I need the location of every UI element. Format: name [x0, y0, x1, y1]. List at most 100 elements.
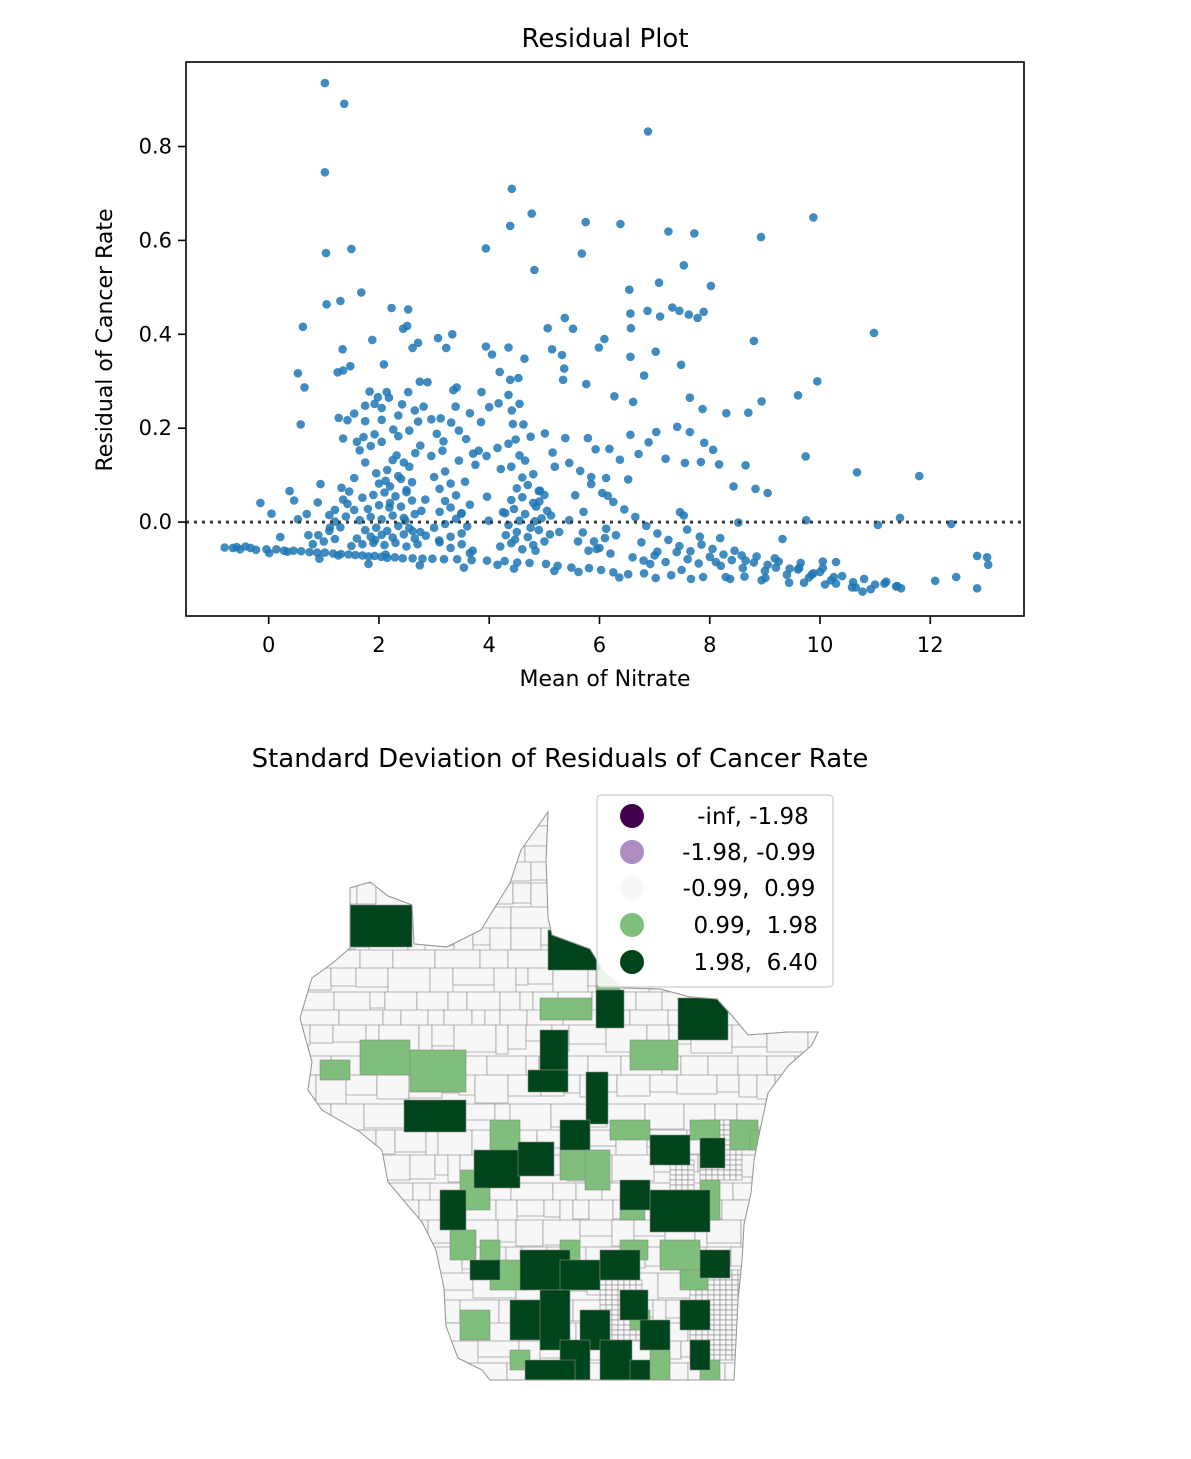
scatter-point [722, 408, 731, 418]
map-region [549, 861, 582, 879]
map-region [741, 991, 761, 1019]
map-region [723, 1119, 731, 1126]
scatter-point [676, 360, 686, 370]
map-region-high-positive [517, 1141, 555, 1177]
map-region-moderate-positive [409, 1049, 467, 1093]
map-region [713, 1294, 721, 1301]
map-region [426, 906, 448, 933]
scatter-point [349, 473, 359, 483]
map-region [675, 1184, 683, 1191]
map-region [713, 1349, 721, 1356]
map-region [429, 967, 454, 994]
map-region [699, 1169, 707, 1176]
map-region [783, 1199, 815, 1229]
scatter-point [498, 507, 508, 517]
scatter-point [305, 547, 314, 557]
x-tick-label: 6 [593, 633, 606, 657]
map-region [357, 845, 374, 874]
map-region [617, 1319, 625, 1326]
scatter-point [482, 556, 492, 565]
map-region-high-positive [559, 1259, 601, 1291]
scatter-point [358, 551, 367, 560]
scatter-point [405, 426, 414, 435]
map-region [393, 1272, 424, 1303]
scatter-point [344, 550, 353, 559]
scatter-point [428, 554, 437, 563]
scatter-point [951, 572, 961, 582]
scatter-point [529, 498, 538, 508]
scatter-point [397, 400, 407, 409]
map-region [356, 882, 377, 905]
scatter-point [541, 559, 551, 569]
map-region [410, 825, 433, 850]
scatter-point [421, 495, 430, 504]
map-region [812, 1129, 818, 1153]
map-region [440, 882, 478, 904]
x-tick-label: 0 [262, 633, 275, 657]
map-region [372, 1383, 409, 1400]
scatter-point [719, 550, 728, 559]
map-region [804, 1103, 818, 1121]
scatter-point [370, 399, 379, 409]
map-region [300, 1074, 317, 1100]
scatter-point [837, 571, 847, 581]
map-region-high-positive [639, 1319, 671, 1351]
map-region [737, 1334, 745, 1341]
map-region [300, 1182, 309, 1201]
map-region [357, 1272, 382, 1292]
map-region [452, 967, 495, 986]
scatter-point [596, 565, 606, 575]
x-tick-label: 8 [703, 633, 716, 657]
map-region [365, 1024, 380, 1042]
map-region [820, 1010, 848, 1027]
scatter-point [371, 523, 381, 532]
map-region [599, 1304, 607, 1311]
map-region [617, 1329, 625, 1336]
scatter-point [706, 281, 716, 291]
map-region [782, 1322, 815, 1352]
scatter-point [520, 456, 530, 465]
scatter-point [460, 477, 470, 487]
scatter-point [359, 432, 368, 442]
map-region [514, 825, 559, 850]
map-region [300, 845, 320, 868]
scatter-point [339, 99, 349, 109]
scatter-point [276, 532, 285, 542]
map-region [553, 906, 590, 937]
map-region [409, 1154, 436, 1180]
scatter-point [774, 557, 783, 566]
scatter-point [507, 184, 517, 194]
scatter-point [504, 390, 513, 400]
scatter-point [320, 78, 330, 88]
y-tick-label: 0.8 [139, 135, 172, 159]
map-region [737, 1304, 745, 1311]
map-region-high-positive [349, 904, 413, 948]
map-region [340, 1219, 385, 1240]
map-region [416, 991, 449, 1012]
map-region [474, 1074, 509, 1104]
map-region [707, 1334, 715, 1341]
map-region [409, 1383, 443, 1410]
scatter-point [336, 296, 345, 306]
scatter-point [394, 431, 403, 441]
scatter-point [699, 307, 708, 317]
map-region [579, 1219, 613, 1237]
scatter-point [446, 532, 455, 541]
scatter-point [694, 559, 703, 568]
map-region [687, 1174, 695, 1181]
legend-label: 0.99, 1.98 [686, 913, 818, 939]
map-region [737, 1309, 745, 1316]
map-region [713, 1319, 721, 1326]
map-title: Standard Deviation of Residuals of Cance… [252, 744, 869, 774]
scatter-point [664, 227, 673, 236]
map-region [599, 1294, 607, 1301]
scatter-point [220, 543, 229, 552]
map-region [737, 1339, 745, 1346]
map-region [300, 812, 309, 839]
map-region [309, 1199, 337, 1218]
scatter-point [564, 458, 574, 468]
scatter-point [581, 217, 590, 227]
map-region [681, 1179, 689, 1186]
map-region [605, 1284, 613, 1291]
scatter-point [591, 445, 600, 454]
